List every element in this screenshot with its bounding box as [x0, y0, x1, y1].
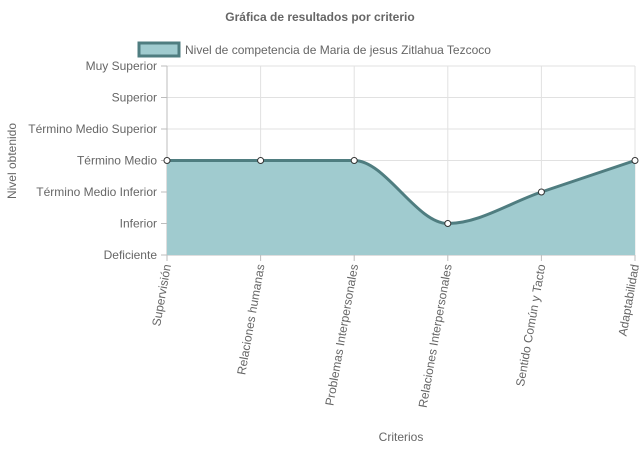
y-tick-label: Deficiente	[104, 248, 158, 262]
data-points	[163, 157, 639, 227]
y-tick-label: Término Medio	[77, 154, 157, 168]
x-tick-label: Problemas Interpersonales	[322, 263, 361, 407]
y-tick-label: Inferior	[120, 217, 157, 231]
x-tick-label: Adaptabilidad	[616, 263, 639, 337]
x-axis-title: Criterios	[379, 430, 424, 444]
y-tick-label: Muy Superior	[86, 59, 157, 73]
x-tick-label: Supervisión	[149, 263, 174, 327]
legend-label[interactable]: Nivel de competencia de Maria de jesus Z…	[185, 43, 491, 57]
x-tick-label: Relaciones Interpersonales	[416, 263, 455, 409]
data-point[interactable]	[257, 157, 265, 164]
y-axis-title: Nivel obtenido	[5, 123, 19, 199]
y-tick-label: Término Medio Superior	[28, 122, 157, 136]
data-point[interactable]	[163, 157, 171, 164]
x-tick-label: Sentido Común y Tacto	[513, 263, 548, 388]
series-area	[167, 158, 636, 255]
series-fill	[167, 160, 635, 255]
data-point[interactable]	[350, 157, 358, 164]
y-tick-label: Término Medio Inferior	[36, 185, 157, 199]
legend-swatch[interactable]	[137, 41, 181, 58]
x-tick-label: Relaciones humanas	[234, 263, 267, 376]
data-point[interactable]	[537, 188, 545, 196]
data-point[interactable]	[444, 220, 452, 227]
chart-title: Gráfica de resultados por criterio	[225, 10, 414, 24]
series-line	[167, 158, 636, 226]
legend[interactable]: Nivel de competencia de Maria de jesus Z…	[137, 41, 491, 58]
y-tick-label: Superior	[112, 91, 157, 105]
x-axis: Supervisión Relaciones humanas Problemas I…	[149, 263, 639, 409]
y-axis: Deficiente Inferior Término Medio Inferior…	[28, 59, 157, 262]
data-point[interactable]	[631, 157, 639, 164]
